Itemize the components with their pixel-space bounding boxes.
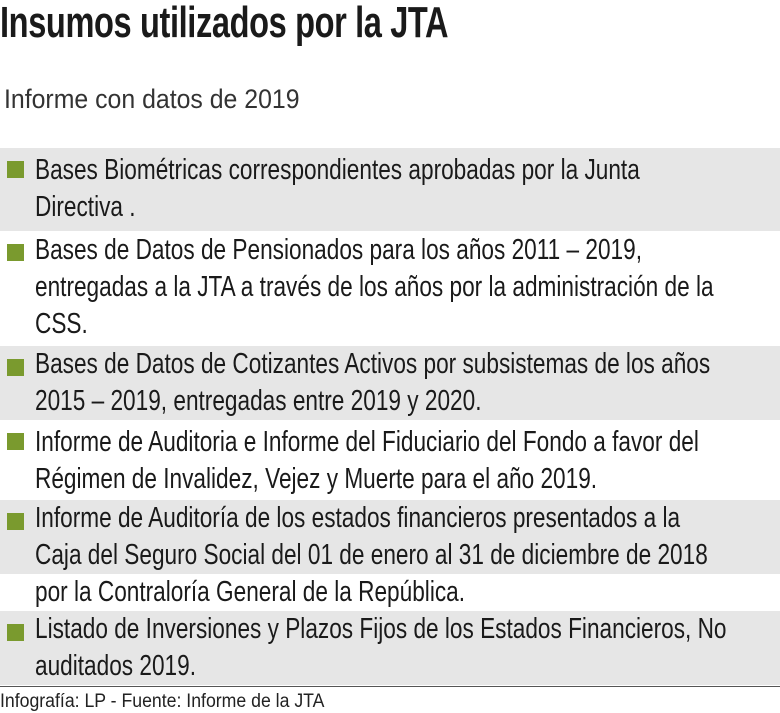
square-bullet-icon xyxy=(7,244,24,261)
list-item: Listado de Inversiones y Plazos Fijos de… xyxy=(0,611,780,685)
item-text-line: auditados 2019. xyxy=(35,650,196,682)
item-text-line: Bases de Datos de Cotizantes Activos por… xyxy=(35,348,711,380)
item-text-line: por la Contraloría General de la Repúbli… xyxy=(35,576,466,608)
item-text-line: entregadas a la JTA a través de los años… xyxy=(35,271,714,303)
square-bullet-icon xyxy=(7,513,24,530)
item-text-line: Informe de Auditoría de los estados fina… xyxy=(35,502,681,534)
list-item: Bases de Datos de Pensionados para los a… xyxy=(0,231,780,346)
list-item: Bases de Datos de Cotizantes Activos por… xyxy=(0,346,780,420)
page-title: Insumos utilizados por la JTA xyxy=(0,0,449,47)
item-text-line: Régimen de Invalidez, Vejez y Muerte par… xyxy=(35,463,598,495)
item-text-line: Bases Biométricas correspondientes aprob… xyxy=(35,154,640,186)
square-bullet-icon xyxy=(7,161,24,178)
square-bullet-icon xyxy=(7,433,24,450)
item-text-line: Caja del Seguro Social del 01 de enero a… xyxy=(35,539,708,571)
item-text-line: 2015 – 2019, entregadas entre 2019 y 202… xyxy=(35,385,482,417)
inputs-list: Bases Biométricas correspondientes aprob… xyxy=(0,148,780,685)
square-bullet-icon xyxy=(7,624,24,641)
list-item: Informe de Auditoria e Informe del Fiduc… xyxy=(0,420,780,500)
item-text-line: Directiva . xyxy=(35,191,136,223)
list-item: Informe de Auditoría de los estados fina… xyxy=(0,500,780,611)
item-text-line: CSS. xyxy=(35,308,88,340)
source-credit: Infografía: LP - Fuente: Informe de la J… xyxy=(0,691,325,712)
list-item: Bases Biométricas correspondientes aprob… xyxy=(0,148,780,231)
square-bullet-icon xyxy=(7,359,24,376)
item-text-line: Listado de Inversiones y Plazos Fijos de… xyxy=(35,613,727,645)
item-text-line: Informe de Auditoria e Informe del Fiduc… xyxy=(35,426,699,458)
item-text-line: Bases de Datos de Pensionados para los a… xyxy=(35,234,642,266)
footer-divider xyxy=(0,686,780,687)
page-subtitle: Informe con datos de 2019 xyxy=(4,84,300,114)
